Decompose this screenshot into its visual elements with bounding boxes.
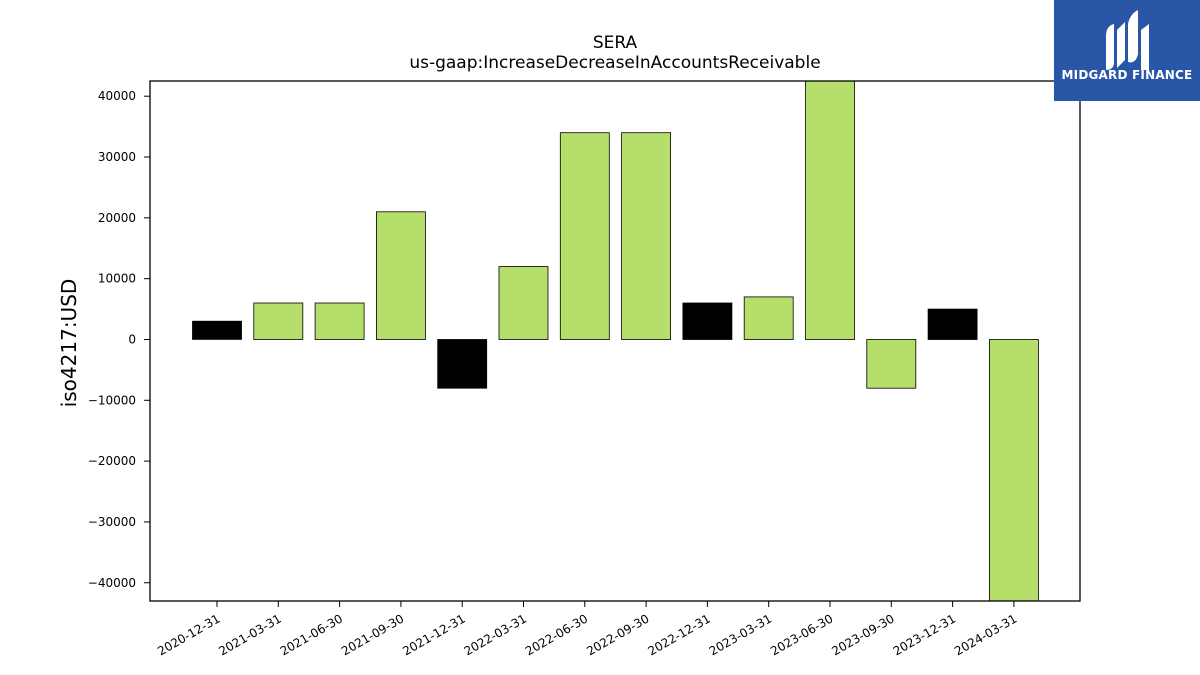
y-tick-label: −20000: [88, 454, 136, 468]
x-tick-label: 2023-09-30: [829, 611, 896, 658]
x-tick-label: 2023-12-31: [891, 611, 958, 658]
bar-2021-06-30: [314, 302, 365, 340]
x-tick-label: 2022-03-31: [462, 611, 529, 658]
x-tick-label: 2023-06-30: [768, 611, 835, 658]
bar-2022-12-31: [682, 302, 733, 340]
x-tick-label: 2021-12-31: [400, 611, 467, 658]
y-tick-label: 10000: [98, 272, 136, 286]
bar-2021-03-31: [253, 302, 304, 340]
y-tick-label: 30000: [98, 150, 136, 164]
x-tick-label: 2022-06-30: [523, 611, 590, 658]
bars-group: [192, 80, 1039, 602]
y-tick-label: 0: [128, 332, 136, 346]
bar-2023-12-31: [927, 308, 978, 340]
y-tick-label: −40000: [88, 576, 136, 590]
x-tick-label: 2021-06-30: [278, 611, 345, 658]
x-tick-label: 2021-03-31: [216, 611, 283, 658]
logo-text: MIDGARD FINANCE: [1061, 68, 1193, 82]
y-tick-label: −30000: [88, 515, 136, 529]
bar-2021-12-31: [437, 339, 488, 389]
logo-mark-icon: [1106, 10, 1149, 70]
bar-2022-06-30: [559, 132, 610, 340]
bar-2023-06-30: [805, 80, 855, 340]
x-axis-ticks: 2020-12-312021-03-312021-06-302021-09-30…: [155, 601, 1019, 658]
bar-2022-09-30: [621, 132, 671, 340]
x-tick-label: 2021-09-30: [339, 611, 406, 658]
x-tick-label: 2024-03-31: [952, 611, 1019, 658]
x-tick-label: 2023-03-31: [707, 611, 774, 658]
chart-subtitle: us-gaap:IncreaseDecreaseInAccountsReceiv…: [409, 53, 820, 73]
x-tick-label: 2022-09-30: [584, 611, 651, 658]
y-axis-label: iso4217:USD: [57, 279, 81, 408]
plot-frame: [149, 80, 1081, 602]
y-tick-label: 20000: [98, 211, 136, 225]
midgard-finance-logo: MIDGARD FINANCE: [1054, 0, 1200, 101]
bar-2022-03-31: [498, 266, 549, 340]
bar-2021-09-30: [375, 211, 426, 340]
x-tick-label: 2022-12-31: [645, 611, 712, 658]
x-tick-label: 2020-12-31: [155, 611, 222, 658]
y-tick-label: 40000: [98, 89, 136, 103]
bar-2023-03-31: [743, 296, 794, 340]
y-tick-label: −10000: [88, 393, 136, 407]
bar-2023-09-30: [866, 339, 917, 389]
y-axis-ticks: 40000 30000 20000 10000 0 −10000 −20000 −30000 −…: [88, 89, 150, 590]
bar-2020-12-31: [192, 320, 242, 340]
bar-2024-03-31: [989, 339, 1039, 602]
chart-title: SERA: [593, 33, 638, 53]
